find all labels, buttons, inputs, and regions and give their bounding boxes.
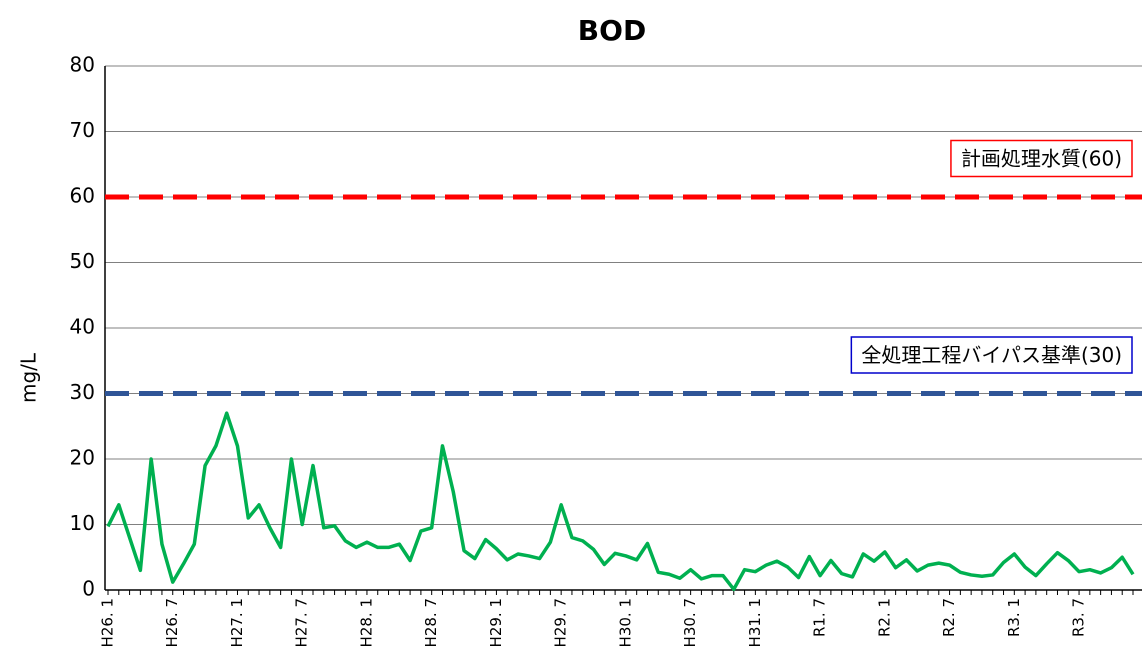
x-tick-label: H29. 1 (487, 598, 505, 647)
x-tick-label: R3. 1 (1005, 598, 1023, 637)
y-tick-label: 70 (70, 118, 95, 142)
chart-title: BOD (578, 14, 646, 47)
reference-label: 全処理工程バイパス基準(30) (861, 343, 1122, 367)
x-tick-label: H30. 1 (616, 598, 634, 647)
x-tick-label: H29. 7 (552, 598, 570, 647)
y-tick-label: 10 (70, 511, 95, 535)
data-line (106, 411, 1135, 592)
x-tick-label: R1. 7 (811, 598, 829, 637)
y-tick-label: 50 (70, 249, 95, 273)
reference-label: 計画処理水質(60) (961, 147, 1122, 171)
x-tick-label: H30. 7 (681, 598, 699, 647)
y-axis-label: mg/L (17, 352, 41, 403)
x-tick-label: H28. 1 (357, 598, 375, 647)
x-tick-label: H27. 1 (228, 598, 246, 647)
y-tick-label: 80 (70, 53, 95, 77)
x-tick-label: R2. 7 (940, 598, 958, 637)
x-tick-label: R2. 1 (875, 598, 893, 637)
y-tick-label: 60 (70, 184, 95, 208)
x-tick-label: H26. 1 (99, 598, 117, 647)
x-tick-label: H27. 7 (293, 598, 311, 647)
reference-label-box (950, 139, 1133, 178)
x-tick-label: H28. 7 (422, 598, 440, 647)
x-tick-label: H31. 1 (746, 598, 764, 647)
y-tick-label: 0 (82, 577, 95, 601)
y-tick-label: 40 (70, 315, 95, 339)
y-tick-label: 20 (70, 446, 95, 470)
x-tick-label: R3. 7 (1070, 598, 1088, 637)
reference-label-box (850, 336, 1133, 374)
y-tick-label: 30 (70, 380, 95, 404)
x-tick-label: H26. 7 (163, 598, 181, 647)
